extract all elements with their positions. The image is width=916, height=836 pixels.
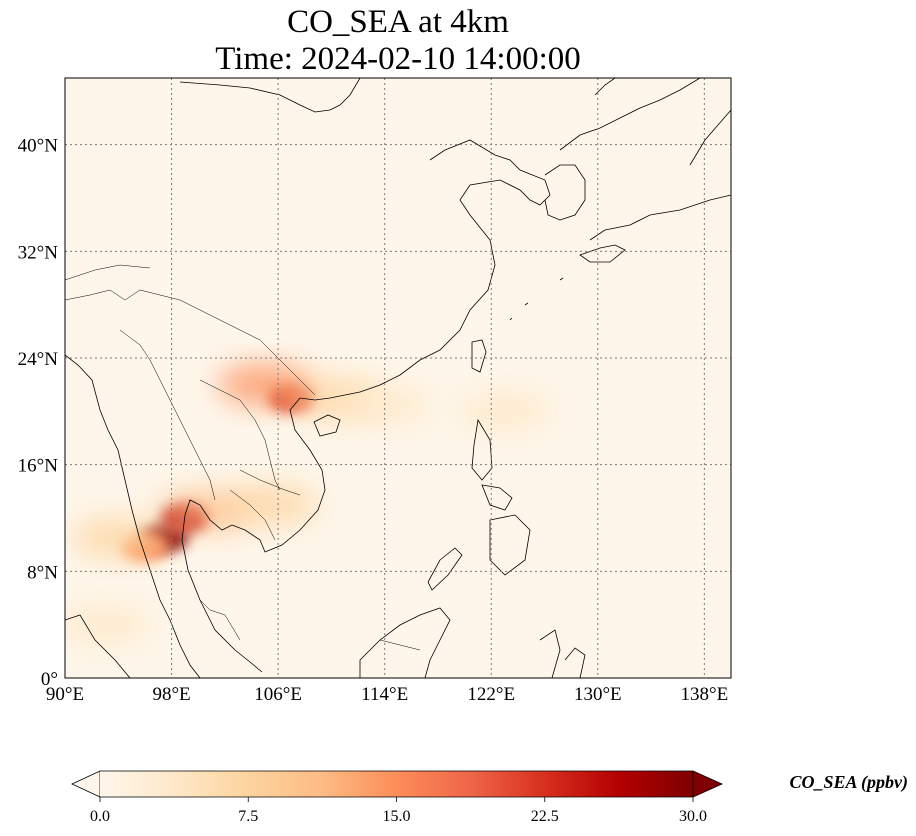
x-tick-label: 98°E [152,684,190,705]
y-tick-label: 8°N [27,562,58,583]
colorbar-tick-label: 30.0 [679,808,707,825]
x-tick-labels: 90°E 98°E 106°E 114°E 122°E 130°E 138°E [46,684,728,705]
map-title: CO_SEA at 4km [287,4,509,40]
gridlines [65,78,731,678]
colorbar-extend-max [692,770,723,798]
map-frame [64,77,732,679]
x-tick-label: 138°E [681,684,729,705]
colorbar-ticks: 0.0 7.5 15.0 22.5 30.0 [90,797,707,825]
co-plume [71,517,166,559]
y-tick-label: 16°N [18,456,59,477]
colorbar-tick-label: 15.0 [383,808,411,825]
colorbar-label: CO_SEA (ppbv) [789,772,908,793]
y-tick-labels: 0° 8°N 16°N 24°N 32°N 40°N [18,136,59,690]
x-tick-label: 122°E [467,684,515,705]
colorbar: 0.0 7.5 15.0 22.5 30.0 CO_SEA (ppbv) [71,770,908,825]
x-tick-label: 106°E [254,684,302,705]
colorbar-gradient [100,771,693,797]
x-tick-label: 114°E [361,684,408,705]
co-plume [224,483,319,526]
map-background [65,78,731,678]
y-tick-label: 40°N [18,136,59,157]
colorbar-extend-min [71,770,101,798]
x-tick-label: 90°E [46,684,84,705]
colorbar-tick-label: 0.0 [90,808,110,825]
co-plume [457,390,552,433]
y-tick-label: 24°N [18,349,59,370]
co-concentration-field [65,363,552,646]
colorbar-tick-label: 7.5 [238,808,258,825]
colorbar-tick-label: 22.5 [531,808,559,825]
y-tick-label: 32°N [18,242,59,263]
country-borders [65,264,421,651]
coastlines [65,78,731,678]
y-tick-label: 0° [41,669,58,690]
co-plume [65,603,152,646]
map-subtitle-time: Time: 2024-02-10 14:00:00 [215,41,581,77]
x-tick-label: 130°E [574,684,622,705]
